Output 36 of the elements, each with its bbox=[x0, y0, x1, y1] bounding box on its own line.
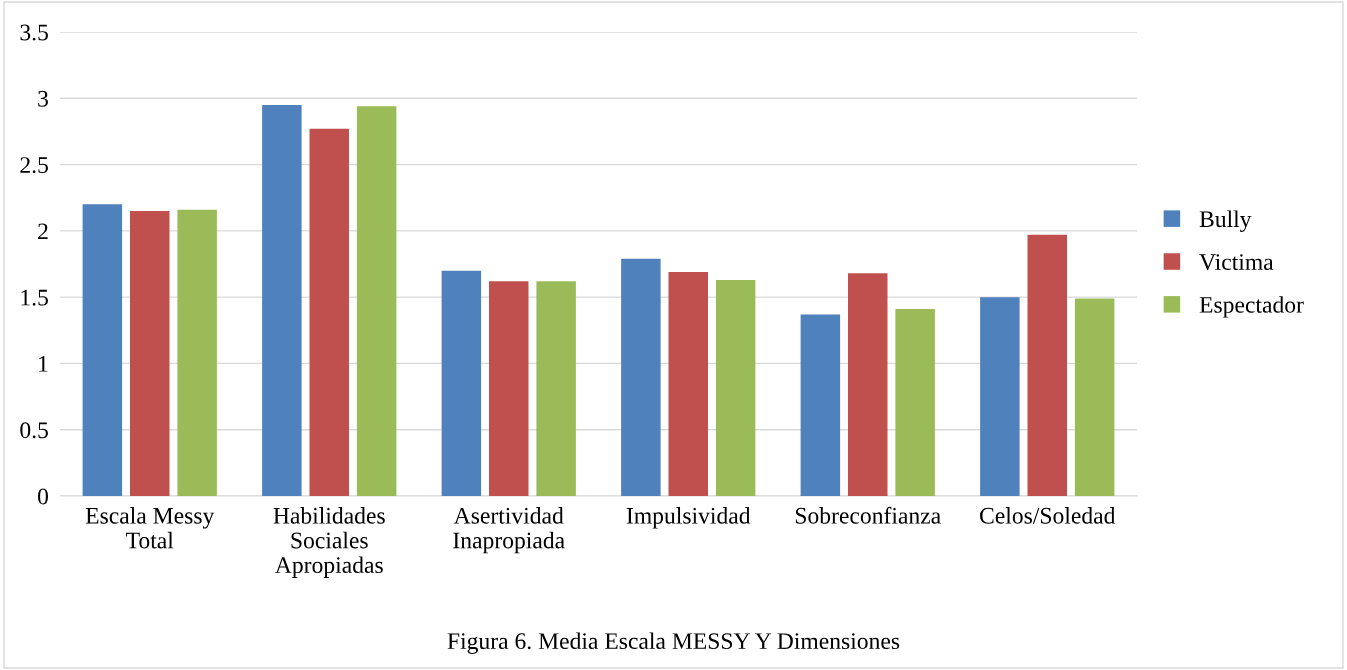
y-tick-label: 2 bbox=[38, 223, 48, 240]
bar bbox=[536, 281, 576, 496]
y-tick-label: 1 bbox=[39, 356, 48, 372]
legend-label: Victima bbox=[1199, 254, 1274, 271]
y-tick-label: 3 bbox=[38, 90, 48, 107]
bar bbox=[715, 279, 756, 496]
bar bbox=[82, 204, 123, 496]
bar bbox=[489, 281, 529, 496]
y-tick-label: 1.5 bbox=[21, 289, 48, 306]
bar bbox=[980, 297, 1020, 496]
bar bbox=[177, 209, 217, 496]
text: Figura 6. Media Escala MESSY Y Dimensiones bbox=[447, 632, 900, 654]
x-tick-label: Impulsividad bbox=[626, 507, 751, 529]
x-tick-label: Escala Messy Total bbox=[85, 507, 215, 549]
y-tick-label: 2.5 bbox=[20, 157, 48, 174]
y-tick-label: 3.5 bbox=[20, 24, 48, 41]
bar bbox=[309, 128, 349, 496]
bar bbox=[262, 104, 302, 496]
bar bbox=[1074, 298, 1115, 496]
y-tick-label: 0.5 bbox=[20, 422, 48, 439]
y-tick-label: 0 bbox=[37, 488, 48, 505]
legend-label: Espectador bbox=[1199, 296, 1304, 318]
bar bbox=[356, 106, 397, 496]
bar bbox=[1027, 234, 1067, 496]
bar bbox=[441, 270, 482, 496]
bar bbox=[800, 314, 841, 496]
bar bbox=[130, 210, 170, 496]
x-tick-label: Asertividad Inapropiada bbox=[453, 507, 565, 554]
x-tick-label: Celos/Soledad bbox=[980, 507, 1116, 524]
bar bbox=[668, 271, 708, 496]
x-tick-label: Sobreconfianza bbox=[795, 506, 941, 524]
bar bbox=[848, 273, 888, 496]
bar bbox=[621, 258, 661, 496]
bar bbox=[895, 309, 935, 496]
x-tick-label: Habilidades Sociales Apropiadas bbox=[273, 507, 385, 578]
legend-label: Bully bbox=[1199, 210, 1252, 233]
